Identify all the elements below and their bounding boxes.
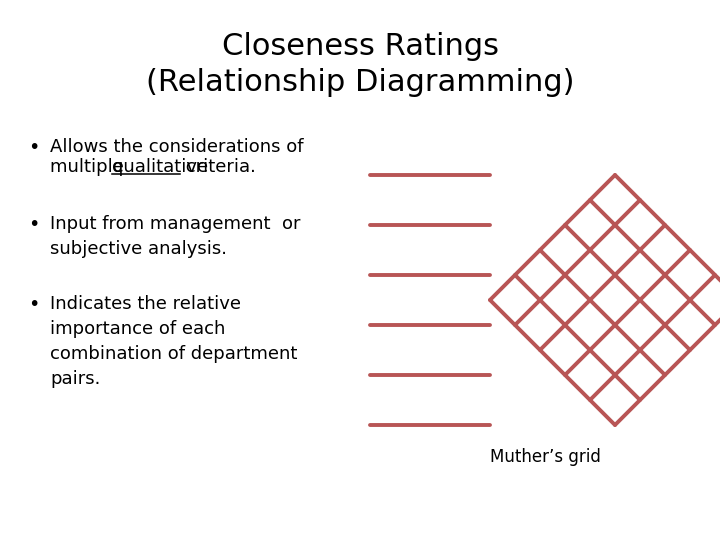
Text: Indicates the relative
importance of each
combination of department
pairs.: Indicates the relative importance of eac… <box>50 295 297 388</box>
Text: •: • <box>28 138 40 157</box>
Text: •: • <box>28 295 40 314</box>
Text: criteria.: criteria. <box>180 158 256 176</box>
Text: multiple: multiple <box>50 158 130 176</box>
Text: Input from management  or
subjective analysis.: Input from management or subjective anal… <box>50 215 300 258</box>
Text: qualitative: qualitative <box>112 158 208 176</box>
Text: Allows the considerations of: Allows the considerations of <box>50 138 304 156</box>
Text: Muther’s grid: Muther’s grid <box>490 448 601 466</box>
Text: Closeness Ratings: Closeness Ratings <box>222 32 498 61</box>
Text: •: • <box>28 215 40 234</box>
Text: (Relationship Diagramming): (Relationship Diagramming) <box>145 68 575 97</box>
